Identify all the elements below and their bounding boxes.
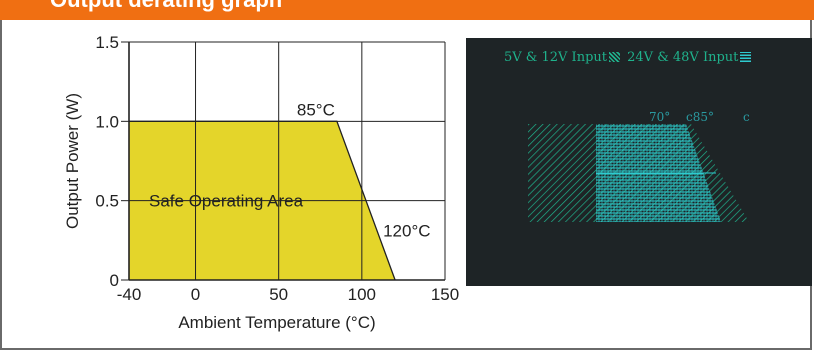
legend-swatch-grid	[740, 52, 752, 62]
y-tick-label: 1.5	[95, 33, 119, 52]
header-bar: Output derating graph	[0, 0, 814, 20]
derating-chart-overlay: 5V & 12V Input 24V & 48V Input 70° c85° …	[466, 38, 812, 286]
x-tick-label: 150	[431, 285, 459, 304]
annotation-70: 70°	[649, 110, 671, 124]
x-tick-label: 0	[191, 285, 200, 304]
annotation-safe-area: Safe Operating Area	[149, 192, 304, 211]
y-tick-label: 0.5	[95, 192, 119, 211]
y-tick-label: 1.0	[95, 112, 119, 131]
legend-item-24v-48v: 24V & 48V Input	[627, 50, 739, 65]
annotation-c85: c85°	[686, 110, 714, 124]
chart2-legend: 5V & 12V Input 24V & 48V Input	[504, 50, 754, 65]
annotation-120c: 120°C	[383, 221, 430, 240]
x-axis-label: Ambient Temperature (°C)	[178, 313, 375, 332]
section-title: Output derating graph	[50, 0, 282, 13]
legend-item-5v-12v: 5V & 12V Input	[504, 50, 607, 65]
annotation-85c: 85°C	[297, 100, 335, 119]
x-tick-label: 50	[269, 285, 288, 304]
annotation-c: c	[743, 110, 750, 124]
x-tick-label: 100	[348, 285, 376, 304]
y-tick-label: 0	[110, 271, 119, 290]
y-axis-label: Output Power (W)	[63, 93, 82, 229]
x-tick-label: -40	[117, 285, 142, 304]
legend-swatch-diagonal	[608, 52, 620, 62]
